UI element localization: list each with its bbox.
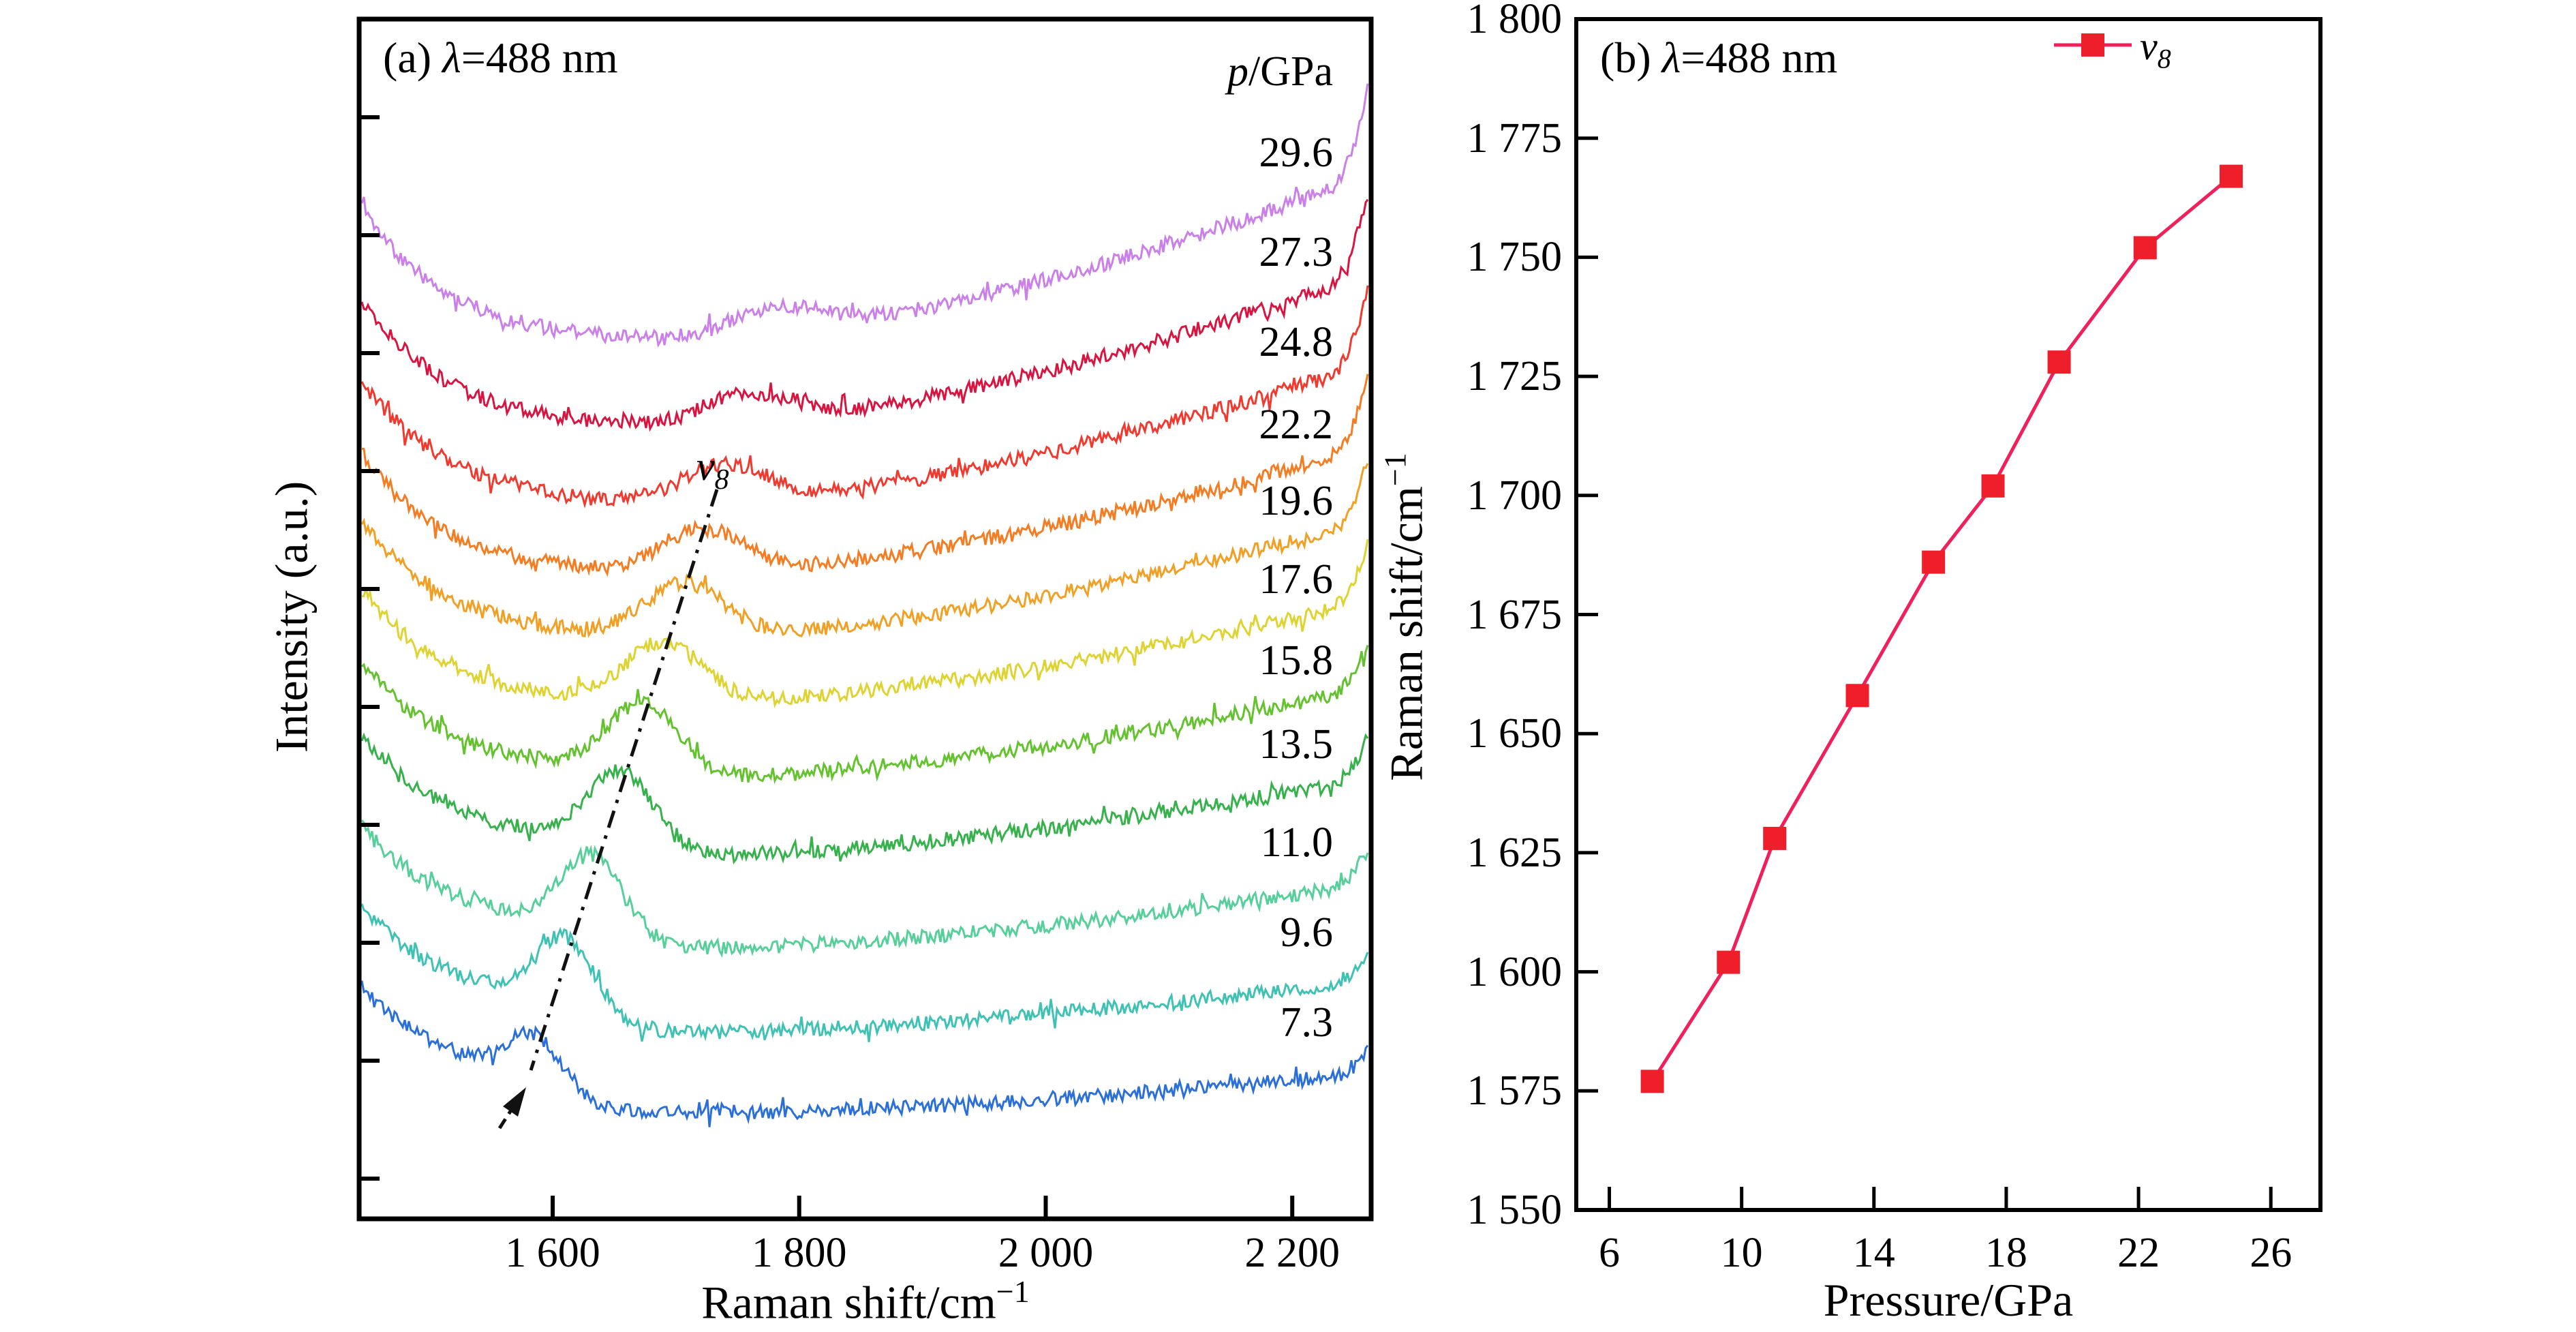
- pressure-label-11.0: 11.0: [1260, 819, 1333, 866]
- pressure-label-13.5: 13.5: [1259, 721, 1334, 768]
- spectrum-curve-22.2GPa: [361, 374, 1369, 577]
- legend-v8-label: v8: [2140, 24, 2171, 74]
- pressure-label-9.6: 9.6: [1280, 909, 1334, 956]
- panel-b-y-tick-label: 1 625: [1467, 829, 1563, 876]
- panel-b-y-tick-label: 1 775: [1467, 115, 1563, 162]
- panel-a-x-axis-title: Raman shift/cm−1: [701, 1274, 1030, 1329]
- panel-b-title: (b) λ=488 nm: [1600, 33, 1838, 82]
- panel-b-y-tick-label: 1 700: [1467, 472, 1563, 519]
- v8-data-point: [1981, 474, 2005, 498]
- spectrum-curve-9.6GPa: [361, 903, 1369, 1042]
- panel-b-y-tick-label: 1 600: [1467, 948, 1563, 995]
- v8-data-point: [2047, 350, 2071, 374]
- pressure-label-22.2: 22.2: [1259, 402, 1334, 448]
- pressure-label-7.3: 7.3: [1280, 999, 1334, 1046]
- panel-b-x-tick-label: 26: [2250, 1230, 2293, 1276]
- pressure-label-29.6: 29.6: [1259, 130, 1334, 176]
- v8-data-point: [1640, 1070, 1664, 1093]
- panel-b-x-tick-label: 18: [1984, 1230, 2027, 1276]
- pressure-label-15.8: 15.8: [1259, 637, 1334, 684]
- v8-data-point: [1922, 550, 1946, 574]
- spectrum-curve-13.5GPa: [361, 732, 1369, 865]
- panel-b-y-tick-label: 1 550: [1467, 1187, 1563, 1233]
- panel-a-frame: [356, 16, 1374, 1222]
- panel-b-y-tick-label: 1 800: [1467, 0, 1563, 42]
- panel-b-x-tick-label: 22: [2117, 1230, 2160, 1276]
- panel-a-x-tick-label: 2 000: [998, 1230, 1094, 1276]
- spectrum-curve-17.6GPa: [362, 539, 1369, 709]
- panel-a-x-tick-label: 1 800: [751, 1230, 847, 1276]
- panel-b-x-tick-label: 14: [1852, 1230, 1895, 1276]
- legend-marker-square: [2081, 33, 2104, 57]
- pressure-column-header: p/GPa: [1227, 48, 1333, 95]
- pressure-label-17.6: 17.6: [1259, 556, 1334, 603]
- v8-arrow-head: [503, 1087, 526, 1117]
- v8-data-line: [1651, 175, 2233, 1083]
- panel-b-y-tick-label: 1 675: [1467, 591, 1563, 638]
- panel-a-x-tick-label: 1 600: [505, 1230, 600, 1276]
- panel-b-y-tick-label: 1 650: [1467, 710, 1563, 757]
- spectrum-curve-27.3GPa: [361, 198, 1369, 432]
- panel-a-y-axis-title: Intensity (a.u.): [265, 481, 318, 753]
- panel-b-y-tick-label: 1 575: [1467, 1068, 1563, 1115]
- panel-b-y-tick-label: 1 725: [1467, 353, 1563, 400]
- pressure-label-19.6: 19.6: [1259, 478, 1334, 524]
- v8-data-point: [2133, 236, 2157, 260]
- v8-arrow-shaft: [497, 1094, 523, 1130]
- panel-b-x-tick-label: 10: [1720, 1230, 1763, 1276]
- panel-a-x-tick-label: 2 200: [1244, 1230, 1340, 1276]
- pressure-label-27.3: 27.3: [1259, 229, 1334, 275]
- panel-b-frame: [1574, 17, 2322, 1212]
- v8-guide-dashdot-line: [529, 489, 719, 1071]
- panel-b-y-tick-label: 1 750: [1467, 234, 1563, 281]
- spectrum-curve-29.6GPa: [361, 83, 1369, 348]
- v8-data-point: [1845, 684, 1869, 708]
- v8-data-point: [2219, 164, 2243, 188]
- spectrum-curve-7.3GPa: [361, 980, 1369, 1127]
- spectrum-curve-24.8GPa: [361, 285, 1369, 509]
- panel-b-x-tick-label: 6: [1599, 1230, 1621, 1276]
- v8-data-point: [1763, 826, 1787, 850]
- v8-data-point: [1717, 950, 1741, 974]
- panel-a-title: (a) λ=488 nm: [383, 33, 618, 82]
- spectrum-curve-15.8GPa: [361, 645, 1369, 785]
- spectrum-curve-11.0GPa: [361, 819, 1369, 958]
- v8-peak-annotation: v8: [696, 444, 729, 496]
- pressure-label-24.8: 24.8: [1259, 319, 1334, 365]
- spectrum-curve-19.6GPa: [361, 463, 1369, 638]
- panel-b-x-axis-title: Pressure/GPa: [1823, 1274, 2074, 1326]
